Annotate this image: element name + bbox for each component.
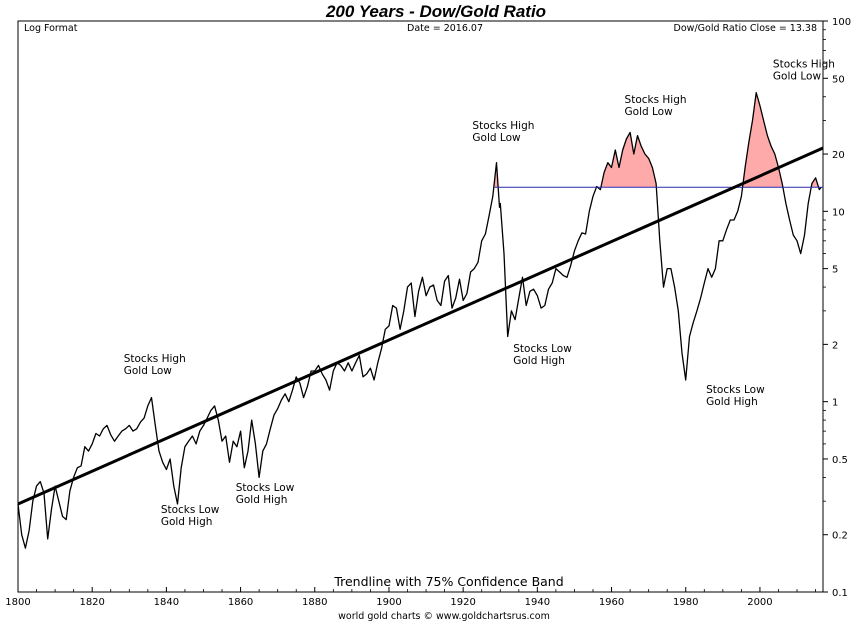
annotation-4: Stocks Low Gold High <box>513 343 572 367</box>
dow-gold-ratio-line <box>17 92 822 549</box>
annotation-2-line-0: Stocks Low <box>236 482 295 494</box>
annotation-5: Stocks High Gold Low <box>625 94 687 118</box>
annotation-5-line-1: Gold Low <box>625 106 674 118</box>
annotation-4-line-0: Stocks Low <box>513 343 572 355</box>
series-layer <box>17 92 822 549</box>
highlight-region-2 <box>600 132 657 188</box>
annotation-1-line-1: Gold High <box>161 516 213 528</box>
x-tick-label-1900: 1900 <box>376 597 401 608</box>
chart-subtitle: Trendline with 75% Confidence Band <box>333 574 563 589</box>
log-format-label: Log Format <box>24 23 78 34</box>
y-tick-label-0.1: 0.1 <box>832 588 848 599</box>
x-tick-label-1920: 1920 <box>450 597 475 608</box>
annotation-7-line-1: Gold Low <box>773 70 822 82</box>
y-tick-label-2: 2 <box>832 340 838 351</box>
annotation-2: Stocks Low Gold High <box>236 482 295 506</box>
annotation-7: Stocks High Gold Low <box>773 58 835 82</box>
x-tick-label-1980: 1980 <box>673 597 698 608</box>
x-tick-label-1940: 1940 <box>525 597 550 608</box>
x-tick-label-1860: 1860 <box>228 597 253 608</box>
annotation-1: Stocks Low Gold High <box>161 504 220 528</box>
annotation-0-line-0: Stocks High <box>124 353 186 365</box>
annotation-7-line-0: Stocks High <box>773 58 835 70</box>
y-tick-label-1: 1 <box>832 398 838 409</box>
highlight-region-4 <box>811 177 819 188</box>
chart-title: 200 Years - Dow/Gold Ratio <box>325 2 546 21</box>
y-tick-label-0.5: 0.5 <box>832 455 848 466</box>
y-tick-label-50: 50 <box>832 74 845 85</box>
annotation-4-line-1: Gold High <box>513 355 565 367</box>
y-tick-label-20: 20 <box>832 150 845 161</box>
highlight-region-3 <box>742 92 783 188</box>
x-tick-label-1800: 1800 <box>5 597 30 608</box>
x-tick-label-1840: 1840 <box>154 597 179 608</box>
x-tick-label-1960: 1960 <box>599 597 624 608</box>
annotation-1-line-0: Stocks Low <box>161 504 220 516</box>
annotation-0-line-1: Gold Low <box>124 365 173 377</box>
footer-credit: world gold charts © www.goldchartsrus.co… <box>338 611 550 622</box>
annotation-2-line-1: Gold High <box>236 494 288 506</box>
x-tick-label-1820: 1820 <box>79 597 104 608</box>
x-tick-label-2000: 2000 <box>747 597 772 608</box>
x-axis: 1800 1820 1840 1860 1880 1900 1920 1940 1960 1980… <box>5 587 816 608</box>
y-tick-label-10: 10 <box>832 207 845 218</box>
date-label: Date = 2016.07 <box>407 23 483 34</box>
y-tick-label-100: 100 <box>832 17 851 28</box>
plot-frame <box>17 20 824 593</box>
trendline <box>17 146 824 506</box>
annotation-6: Stocks Low Gold High <box>706 384 765 408</box>
annotation-3: Stocks High Gold Low <box>472 120 534 144</box>
annotation-5-line-0: Stocks High <box>625 94 687 106</box>
y-axis: 100 50 20 10 5 2 1 0.5 0.2 0.1 <box>823 17 851 599</box>
ratio-close-label: Dow/Gold Ratio Close = 13.38 <box>674 23 817 34</box>
annotation-3-line-0: Stocks High <box>472 120 534 132</box>
annotation-3-line-1: Gold Low <box>472 132 521 144</box>
y-tick-label-0.2: 0.2 <box>832 531 848 542</box>
annotation-0: Stocks High Gold Low <box>124 353 186 377</box>
x-tick-label-1880: 1880 <box>302 597 327 608</box>
annotation-6-line-0: Stocks Low <box>706 384 765 396</box>
y-tick-label-5: 5 <box>832 265 838 276</box>
annotation-6-line-1: Gold High <box>706 396 758 408</box>
